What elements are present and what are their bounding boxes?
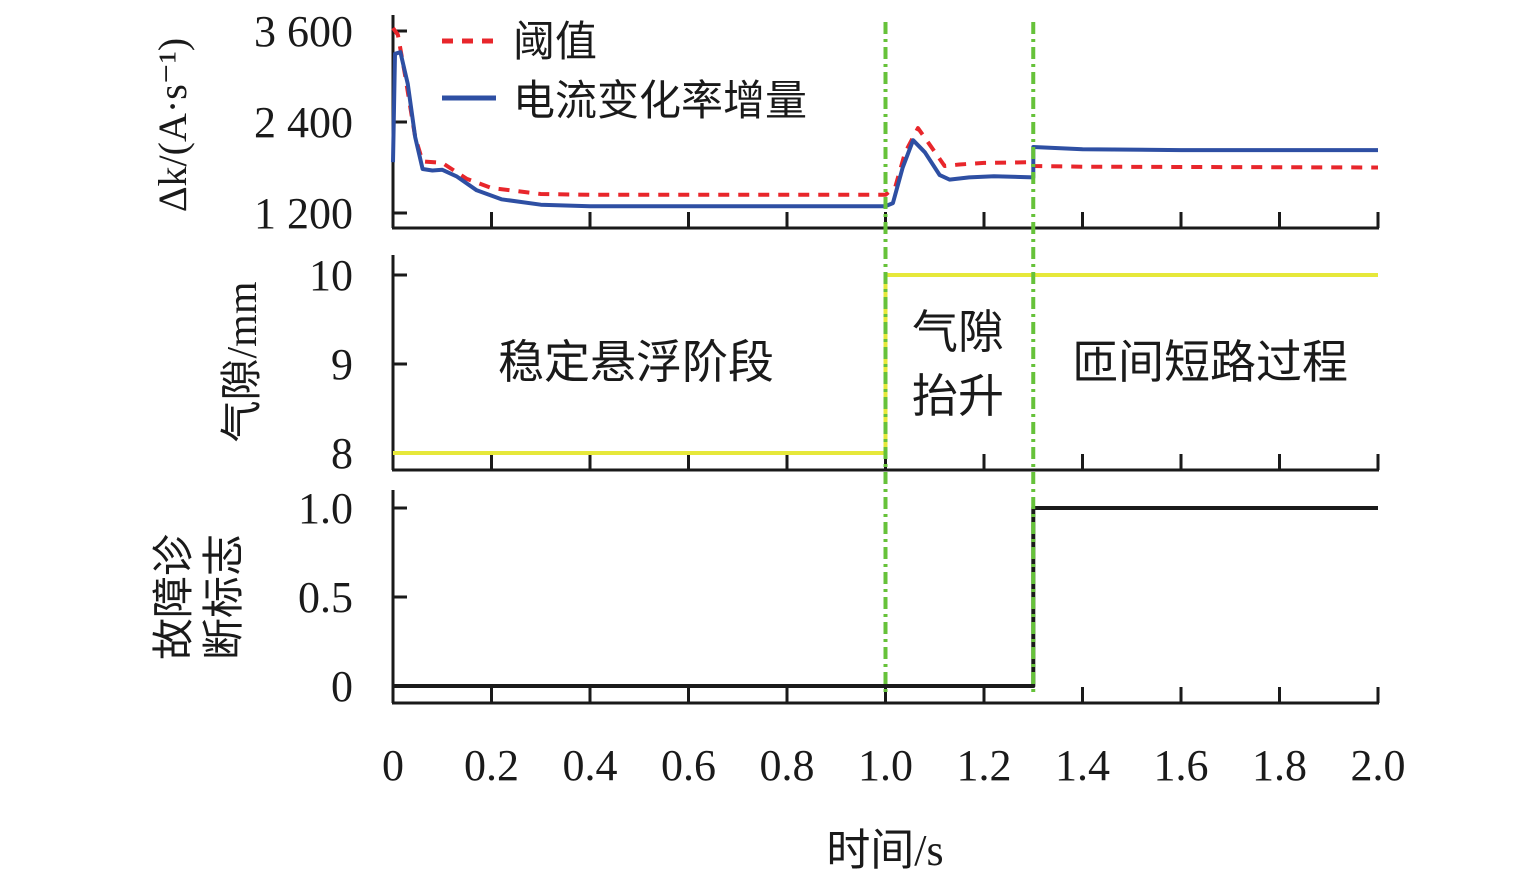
annotation-gap-1: 气隙: [912, 307, 1004, 358]
middle-ylabel: 气隙/mm: [220, 281, 266, 442]
x-tick-label: 1.8: [1252, 741, 1307, 790]
x-tick-label: 1.4: [1055, 741, 1110, 790]
annotation-stable: 稳定悬浮阶段: [498, 337, 774, 388]
bottom-ylabel-line2: 断标志: [202, 534, 248, 660]
top-y-tick-label: 2 400: [254, 98, 353, 147]
middle-y-tick-label: 9: [331, 340, 353, 389]
legend-threshold-label: 阈值: [513, 20, 597, 66]
x-tick-label: 0.8: [760, 741, 815, 790]
annotation-short: 匝间短路过程: [1072, 337, 1348, 388]
x-tick-label: 1.6: [1154, 741, 1209, 790]
middle-y-tick-label: 10: [309, 251, 353, 300]
annotation-gap-2: 抬升: [912, 371, 1004, 422]
bottom-ylabel-line1: 故障诊: [152, 534, 198, 660]
x-tick-label: 0.6: [661, 741, 716, 790]
x-tick-label: 0.2: [464, 741, 519, 790]
top-y-tick-label: 3 600: [254, 7, 353, 56]
x-axis-label: 时间/s: [826, 826, 943, 875]
top-y-tick-label: 1 200: [254, 189, 353, 238]
legend-current-label: 电流变化率增量: [513, 78, 807, 125]
bottom-y-tick-label: 0.5: [298, 573, 353, 622]
bottom-y-tick-label: 1.0: [298, 484, 353, 533]
x-tick-label: 2.0: [1351, 741, 1406, 790]
top-ylabel: Δk/(A·s⁻¹): [150, 38, 195, 212]
x-tick-label: 1.0: [858, 741, 913, 790]
x-tick-label: 0.4: [563, 741, 618, 790]
x-tick-label: 1.2: [957, 741, 1012, 790]
bottom-y-tick-label: 0: [331, 662, 353, 711]
x-tick-label: 0: [382, 741, 404, 790]
middle-y-tick-label: 8: [331, 429, 353, 478]
